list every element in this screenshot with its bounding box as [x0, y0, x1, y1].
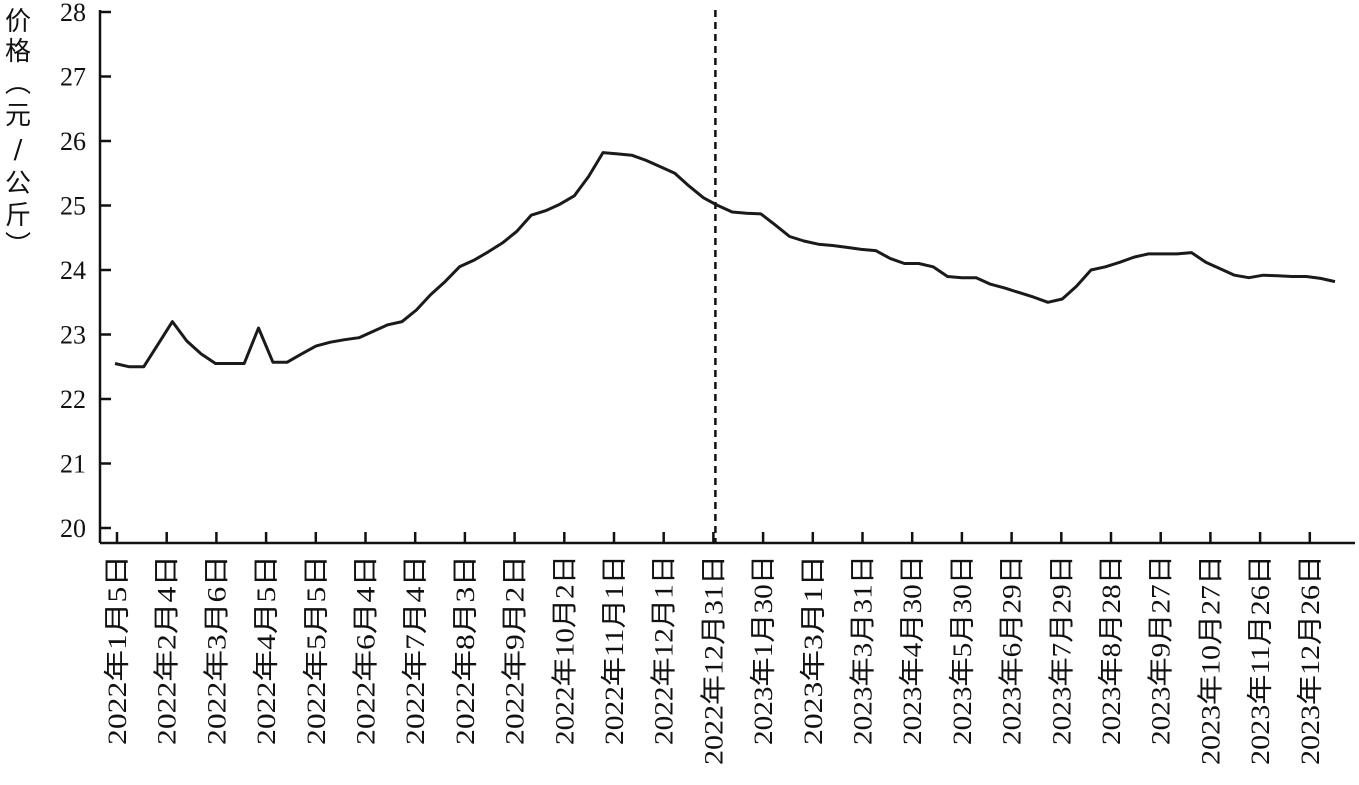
- x-tick-label: 2023年6月29日: [998, 555, 1027, 745]
- series-line: [114, 151, 1336, 369]
- y-axis-label-char: 格: [5, 37, 31, 67]
- x-tick-label: 2022年6月4日: [352, 555, 381, 745]
- y-tick-label: 20: [60, 514, 86, 543]
- x-tick-label: 2023年7月29日: [1047, 555, 1076, 745]
- y-axis-label: 价格︵元 ∕ 公斤︶: [5, 7, 31, 261]
- x-tick-label: 2022年2月4日: [153, 555, 182, 745]
- x-tick-label: 2022年1月5日: [103, 555, 132, 745]
- y-axis-ticks: 20 21 22 23 24 25 26 27 28: [60, 0, 111, 543]
- y-tick-label: 21: [60, 450, 86, 479]
- x-tick-label: 2022年9月2日: [501, 555, 530, 745]
- x-tick-label: 2023年12月26日: [1296, 555, 1325, 765]
- y-axis-label-char: 元: [5, 101, 31, 131]
- y-tick-label: 26: [60, 127, 86, 156]
- x-tick-label: 2023年4月30日: [898, 555, 927, 745]
- x-axis-ticks: 2022年1月5日 2022年2月4日 2022年3月6日 2022年4月5日 2022…: [103, 532, 1325, 765]
- y-axis-label-char: ∕: [14, 135, 23, 165]
- x-tick-label: 2022年7月4日: [401, 555, 430, 745]
- x-tick-label: 2023年11月26日: [1246, 555, 1275, 765]
- y-tick-label: 24: [60, 256, 86, 285]
- x-tick-label: 2022年12月31日: [699, 555, 728, 765]
- y-axis-label-char: ︵: [5, 69, 31, 99]
- y-axis-label-char: 斤: [5, 201, 31, 231]
- x-tick-label: 2022年8月3日: [451, 555, 480, 745]
- y-axis-label-char: ︶: [5, 231, 31, 261]
- x-tick-label: 2023年9月27日: [1147, 555, 1176, 745]
- x-tick-label: 2023年3月31日: [849, 555, 878, 745]
- x-tick-label: 2022年12月1日: [650, 555, 679, 745]
- x-tick-label: 2023年10月27日: [1196, 555, 1225, 765]
- x-tick-label: 2022年10月2日: [550, 555, 579, 745]
- y-tick-label: 27: [60, 63, 86, 92]
- y-tick-label: 22: [60, 385, 86, 414]
- y-axis-label-char: 公: [5, 169, 31, 199]
- y-tick-label: 28: [60, 0, 86, 27]
- x-tick-label: 2023年3月1日: [799, 555, 828, 745]
- y-axis-label-char: 价: [5, 7, 31, 37]
- x-tick-label: 2022年4月5日: [252, 555, 281, 745]
- x-tick-label: 2023年8月28日: [1097, 555, 1126, 745]
- x-tick-label: 2023年5月30日: [948, 555, 977, 745]
- x-tick-label: 2022年11月1日: [600, 555, 629, 745]
- y-tick-label: 23: [60, 321, 86, 350]
- x-tick-label: 2023年1月30日: [749, 555, 778, 745]
- x-tick-label: 2022年3月6日: [202, 555, 231, 745]
- x-tick-label: 2022年5月5日: [302, 555, 331, 745]
- y-tick-label: 25: [60, 192, 86, 221]
